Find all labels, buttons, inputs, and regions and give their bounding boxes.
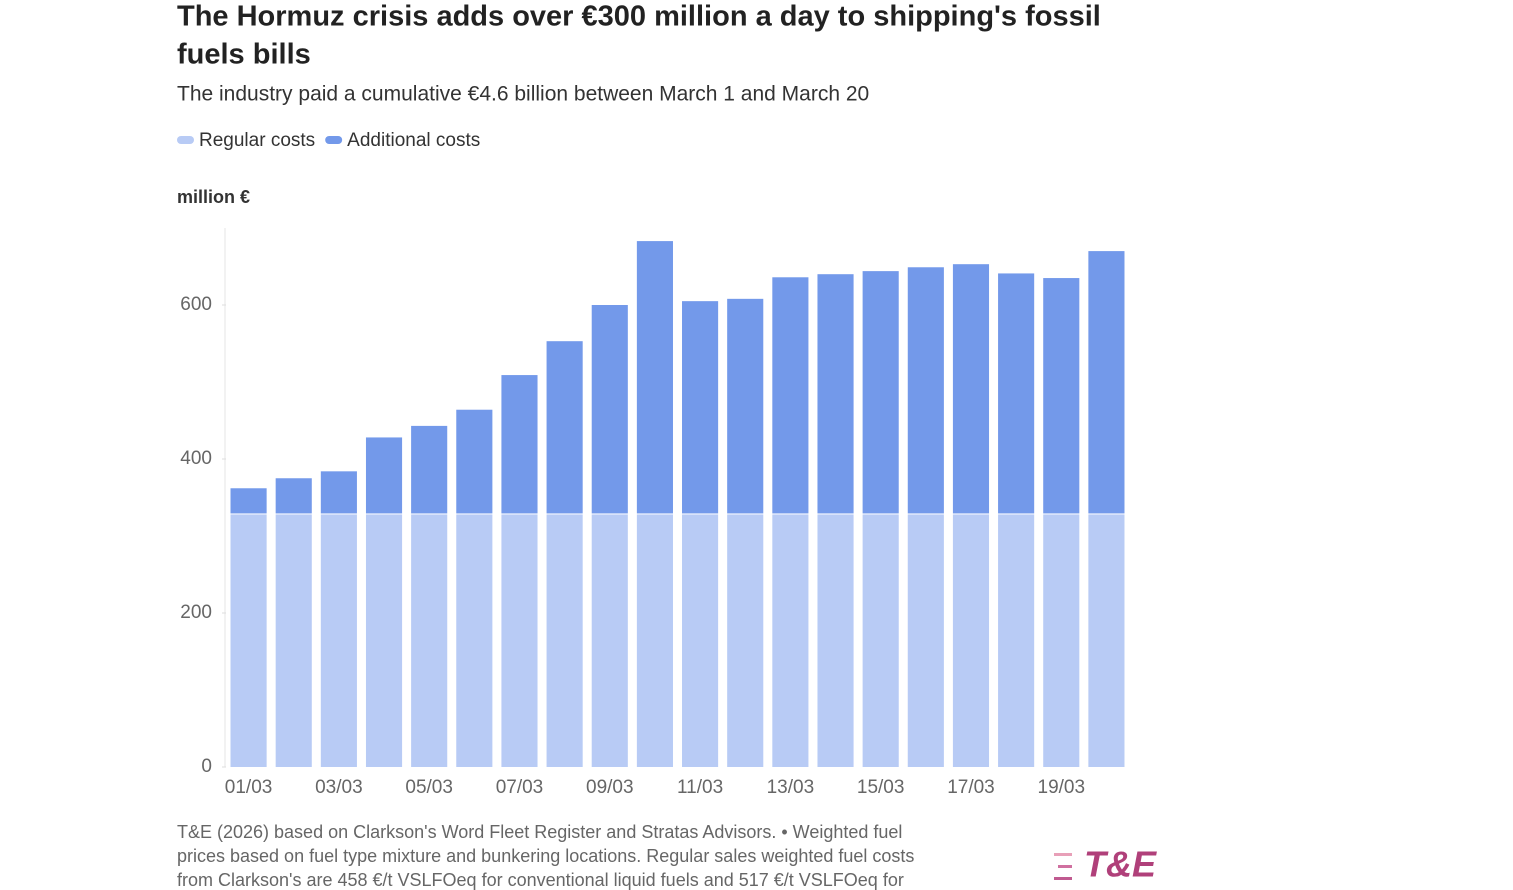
bar-segment [817, 514, 854, 767]
x-tick-label: 19/03 [1038, 777, 1086, 798]
bar-segment [907, 267, 944, 514]
bar-segment [456, 514, 493, 767]
bar-segment [952, 514, 990, 767]
bar-segment [862, 271, 899, 514]
bar-segment [952, 264, 990, 514]
bar-segment [636, 241, 673, 514]
legend-swatch [325, 136, 343, 144]
bar-segment [230, 514, 267, 767]
legend-label: Additional costs [347, 130, 480, 151]
bar-segment [772, 277, 809, 514]
x-tick-label: 01/03 [225, 777, 273, 798]
bar-segment [320, 514, 357, 767]
legend-label: Regular costs [199, 130, 315, 151]
bar-segment [591, 305, 628, 514]
bar-segment [501, 514, 538, 767]
bar-segment [727, 514, 764, 767]
bar-segment [275, 478, 312, 514]
bar-segment [817, 274, 854, 514]
y-tick-label: 0 [201, 756, 212, 777]
y-axis-label: million € [177, 187, 250, 207]
chart-title: The Hormuz crisis adds over €300 million… [177, 1, 1101, 33]
bar-segment [1088, 514, 1125, 767]
y-tick-label: 600 [180, 294, 212, 315]
note: from Clarkson's are 458 €/t VSLFOeq for … [177, 870, 904, 890]
bar-segment [862, 514, 899, 767]
bar-segment [365, 514, 403, 767]
bar-segment [682, 514, 719, 767]
x-tick-label: 07/03 [496, 777, 544, 798]
bar-segment [998, 514, 1035, 767]
bar-segment [998, 273, 1035, 514]
logo: T&E [1084, 844, 1157, 885]
y-tick-label: 200 [180, 602, 212, 623]
x-tick-label: 03/03 [315, 777, 363, 798]
bar-segment [907, 514, 944, 767]
note: prices based on fuel type mixture and bu… [177, 846, 914, 866]
y-tick-label: 400 [180, 448, 212, 469]
bar-segment [1088, 251, 1125, 514]
bar-segment [546, 341, 583, 514]
bar-segment [230, 488, 267, 514]
x-tick-label: 15/03 [857, 777, 905, 798]
bar-segment [411, 514, 448, 767]
x-tick-label: 11/03 [677, 777, 723, 798]
bar-segment [275, 514, 312, 767]
x-tick-label: 17/03 [947, 777, 995, 798]
bar-segment [546, 514, 583, 767]
chart-title: fuels bills [177, 39, 311, 71]
logo-stripes [1054, 853, 1072, 880]
subtitle: The industry paid a cumulative €4.6 bill… [177, 83, 869, 106]
bar-segment [1043, 514, 1080, 767]
x-tick-label: 13/03 [767, 777, 815, 798]
bar-segment [772, 514, 809, 767]
bar-segment [1043, 278, 1080, 514]
x-tick-label: 09/03 [586, 777, 634, 798]
bar-segment [727, 298, 764, 514]
bar-segment [682, 301, 719, 514]
x-tick-label: 05/03 [405, 777, 453, 798]
bar-segment [636, 514, 673, 767]
note: T&E (2026) based on Clarkson's Word Flee… [177, 822, 902, 842]
bar-segment [501, 375, 538, 514]
bar-segment [591, 514, 628, 767]
bar-segment [320, 471, 357, 514]
bar-segment [456, 409, 493, 514]
bar-segment [365, 437, 403, 514]
bar-segment [411, 425, 448, 514]
legend-swatch [177, 136, 194, 144]
